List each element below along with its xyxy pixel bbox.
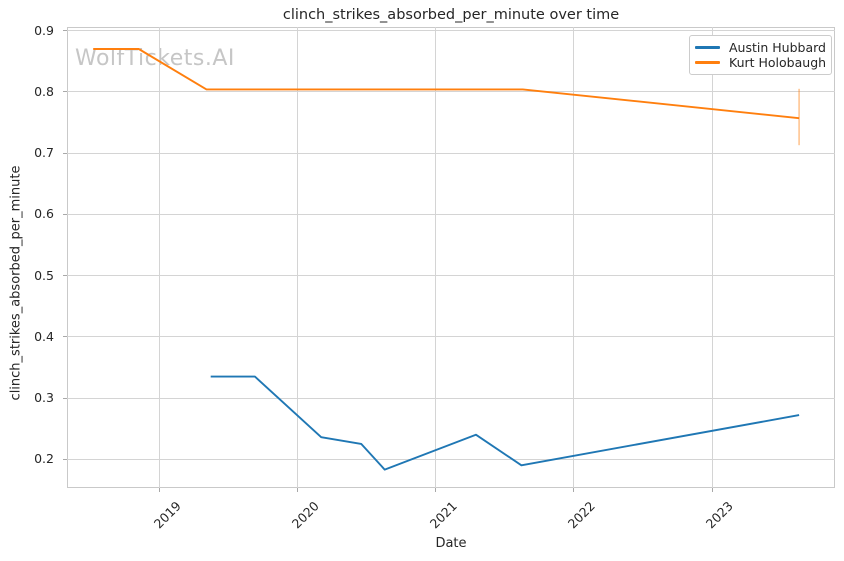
y-tick-label: 0.5: [34, 267, 54, 283]
y-gridline: [67, 458, 835, 460]
legend-label: Austin Hubbard: [729, 40, 826, 55]
y-tick-label: 0.8: [34, 83, 54, 99]
y-tick-label: 0.4: [34, 328, 54, 344]
x-tick-mark: [573, 488, 575, 492]
y-tick-label: 0.7: [34, 145, 54, 161]
y-tick-label: 0.3: [34, 390, 54, 405]
x-tick-mark: [435, 488, 437, 492]
legend-label: Kurt Holobaugh: [729, 55, 827, 70]
chart-title: clinch_strikes_absorbed_per_minute over …: [282, 7, 620, 23]
y-tick-mark: [63, 30, 67, 32]
x-gridline: [435, 27, 437, 488]
y-tick-label: 0.6: [34, 206, 54, 222]
legend-item: Kurt Holobaugh: [695, 55, 826, 70]
y-tick-mark: [63, 397, 67, 399]
legend-line-swatch: [695, 61, 720, 64]
y-gridline: [67, 213, 835, 215]
y-tick-mark: [63, 91, 67, 93]
y-gridline: [67, 91, 835, 93]
y-gridline: [67, 397, 835, 399]
y-gridline: [67, 275, 835, 277]
y-gridline: [67, 336, 835, 338]
y-tick-mark: [63, 336, 67, 338]
x-tick-mark: [159, 488, 161, 492]
y-gridline: [67, 30, 835, 32]
x-gridline: [711, 27, 713, 488]
x-tick-mark: [711, 488, 713, 492]
x-tick-mark: [297, 488, 299, 492]
plot-area: [67, 27, 835, 488]
legend-item: Austin Hubbard: [695, 40, 826, 55]
y-tick-mark: [63, 152, 67, 154]
legend: Austin Hubbard Kurt Holobaugh: [689, 35, 833, 75]
legend-line-swatch: [695, 46, 720, 49]
y-tick-label: 0.9: [34, 22, 54, 38]
y-tick-mark: [63, 275, 67, 277]
x-axis-label: Date: [435, 536, 467, 551]
y-tick-label: 0.2: [34, 451, 54, 467]
x-gridline: [159, 27, 161, 488]
x-gridline: [573, 27, 575, 488]
y-gridline: [67, 152, 835, 154]
y-tick-mark: [63, 213, 67, 215]
x-gridline: [297, 27, 299, 488]
y-tick-mark: [63, 458, 67, 460]
